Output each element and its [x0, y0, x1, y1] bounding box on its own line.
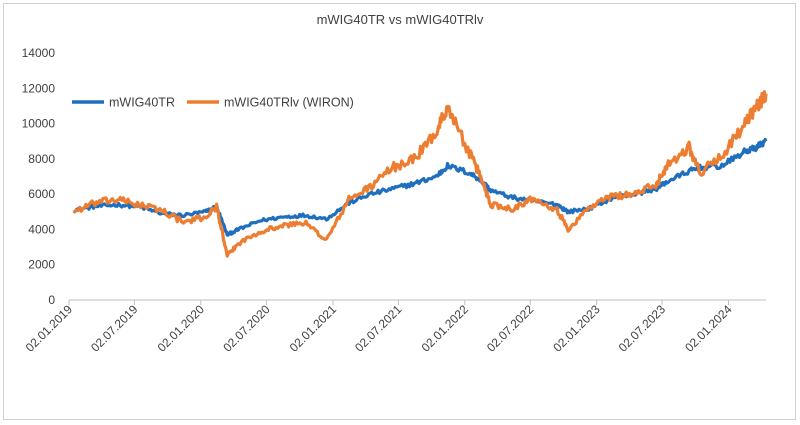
series-line-mwig40trlv: [72, 90, 768, 258]
legend-label: mWIG40TRlv (WIRON): [224, 96, 354, 110]
x-tick-label: 02.07.2020: [220, 302, 273, 355]
y-tick-label: 4000: [28, 222, 55, 236]
series-line-mwig40tr: [73, 137, 768, 237]
y-tick-label: 10000: [22, 117, 56, 131]
legend: mWIG40TR mWIG40TRlv (WIRON): [72, 96, 354, 110]
y-tick-label: 2000: [28, 258, 55, 272]
x-tick-label: 02.01.2021: [287, 302, 340, 355]
x-tick-label: 02.01.2020: [155, 302, 208, 355]
chart-frame: [3, 3, 796, 420]
x-tick-label: 02.07.2023: [616, 302, 669, 355]
y-tick-label: 0: [48, 293, 55, 307]
x-tick-label: 02.07.2019: [88, 302, 141, 355]
y-axis: 0 2000 4000 6000 8000 10000 12000 14000: [22, 46, 56, 307]
x-tick-label: 02.01.2019: [23, 302, 76, 355]
x-axis: 02.01.2019 02.07.2019 02.01.2020 02.07.2020…: [23, 299, 766, 355]
series-lines: [72, 90, 768, 258]
x-tick-label: 02.01.2022: [419, 302, 472, 355]
y-tick-label: 6000: [28, 187, 55, 201]
y-tick-label: 8000: [28, 152, 55, 166]
chart-title: mWIG40TR vs mWIG40TRlv: [317, 12, 484, 27]
x-tick-label: 02.07.2021: [352, 302, 405, 355]
legend-label: mWIG40TR: [109, 96, 175, 110]
x-tick-label: 02.01.2023: [550, 302, 603, 355]
x-tick-label: 02.07.2022: [484, 302, 537, 355]
y-tick-label: 14000: [22, 46, 56, 60]
x-tick-label: 02.01.2024: [682, 302, 735, 355]
y-tick-label: 12000: [22, 81, 56, 95]
